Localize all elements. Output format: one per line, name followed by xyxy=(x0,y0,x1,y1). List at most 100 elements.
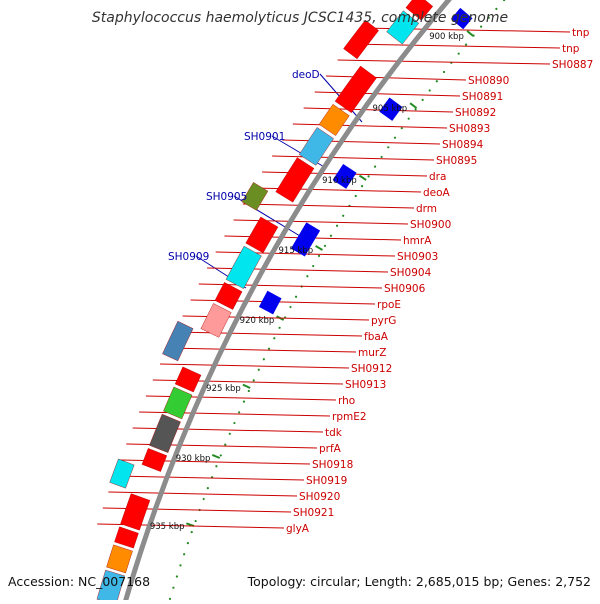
tick-dot xyxy=(487,16,490,19)
tick-dot xyxy=(414,108,417,111)
tick-dot xyxy=(179,564,182,567)
tick-dot xyxy=(400,127,403,130)
forward-gene-label: hmrA xyxy=(403,235,432,247)
tick-dot xyxy=(317,254,321,258)
forward-leader-line xyxy=(314,91,461,97)
forward-gene-label: SH0918 xyxy=(312,459,353,471)
forward-gene-label: SH0893 xyxy=(449,123,490,135)
kbp-tick xyxy=(409,102,418,109)
forward-gene-label: pyrG xyxy=(371,315,396,327)
tick-dot xyxy=(289,305,292,309)
tick-dot xyxy=(428,89,431,92)
gene-arrow-forward xyxy=(106,544,133,574)
tick-dot xyxy=(224,443,227,446)
tick-dot xyxy=(183,553,186,556)
gene-arrow-reverse xyxy=(450,7,473,30)
tick-dot xyxy=(278,326,281,329)
forward-leader-line xyxy=(303,107,454,113)
gene-arrow-forward xyxy=(162,320,194,362)
kbp-label: 935 kbp xyxy=(150,522,185,532)
tick-dot xyxy=(257,368,260,371)
tick-dot xyxy=(495,7,498,10)
tick-dot xyxy=(233,421,236,425)
tick-dot xyxy=(194,519,197,523)
forward-gene-label: dra xyxy=(429,171,446,183)
forward-gene-label: tnp xyxy=(572,27,590,39)
kbp-label: 930 kbp xyxy=(176,454,211,464)
tick-dot xyxy=(329,234,333,237)
tick-dot xyxy=(175,575,178,578)
tick-dot xyxy=(407,117,410,120)
forward-gene-label: deoA xyxy=(423,187,451,199)
tick-dot xyxy=(442,70,446,74)
forward-leader-line xyxy=(159,363,350,369)
tick-dot xyxy=(435,80,438,83)
gene-arrow-forward xyxy=(334,65,377,114)
tick-dot xyxy=(215,465,218,468)
forward-gene-label: rpmE2 xyxy=(332,411,367,423)
forward-gene-label: SH0919 xyxy=(306,475,347,487)
tick-dot xyxy=(421,98,424,101)
forward-gene-label: glyA xyxy=(286,523,310,535)
tick-dot xyxy=(479,25,483,28)
reverse-gene-label: SH0901 xyxy=(244,131,285,143)
tick-dot xyxy=(360,185,364,188)
reverse-gene-label: SH0905 xyxy=(206,191,247,203)
tick-dot xyxy=(228,432,231,435)
gene-arrow-forward xyxy=(109,458,135,489)
forward-leader-line xyxy=(337,59,551,65)
forward-gene-label: drm xyxy=(416,203,437,215)
forward-gene-label: SH0894 xyxy=(442,139,484,151)
gene-arrow-forward xyxy=(343,19,379,60)
tick-dot xyxy=(373,165,377,168)
kbp-label: 900 kbp xyxy=(429,32,464,42)
forward-gene-label: SH0904 xyxy=(390,267,432,279)
gene-arrow-forward xyxy=(245,216,279,254)
gene-arrow-forward xyxy=(141,448,168,472)
kbp-tick xyxy=(358,174,367,181)
forward-gene-label: SH0903 xyxy=(397,251,438,263)
forward-gene-label: rho xyxy=(338,395,355,407)
kbp-label: 910 kbp xyxy=(322,176,357,186)
gene-arrow-reverse xyxy=(379,97,403,121)
forward-leader-line xyxy=(292,123,448,129)
gene-arrow-reverse xyxy=(258,290,282,315)
kbp-label: 915 kbp xyxy=(279,246,314,256)
genome-backbone xyxy=(122,0,452,604)
gene-arrow-forward xyxy=(214,282,243,310)
tick-dot xyxy=(262,358,265,361)
gene-arrow-reverse xyxy=(332,163,357,189)
reverse-gene-label: deoD xyxy=(292,69,320,81)
topology-text: Topology: circular; Length: 2,685,015 bp… xyxy=(247,574,591,589)
forward-leader-line xyxy=(325,75,467,81)
gene-layer xyxy=(96,0,473,604)
backbone-layer xyxy=(122,0,452,604)
gene-arrow-forward xyxy=(174,366,202,393)
forward-gene-label: SH0892 xyxy=(455,107,496,119)
accession-text: Accession: NC_007168 xyxy=(8,574,151,589)
forward-gene-label: SH0921 xyxy=(293,507,334,519)
tick-dot xyxy=(323,244,327,247)
label-text-layer: 900 kbp 905 kbp 910 kbp 915 kbp 920 kbp 925 k… xyxy=(150,27,593,535)
forward-gene-label: prfA xyxy=(319,443,342,455)
tick-dot xyxy=(354,194,357,198)
tick-dot xyxy=(342,214,345,217)
forward-leader-line xyxy=(174,331,363,337)
forward-gene-label: fbaA xyxy=(364,331,389,343)
gene-arrow-forward xyxy=(200,303,232,338)
tick-dot xyxy=(190,530,193,534)
kbp-label: 905 kbp xyxy=(373,104,408,114)
genome-title: Staphylococcus haemolyticus JCSC1435, co… xyxy=(91,10,509,26)
gene-arrow-forward xyxy=(149,413,181,453)
gene-arrow-forward xyxy=(163,386,193,420)
forward-leader-line xyxy=(114,475,305,481)
forward-leader-line xyxy=(108,491,298,497)
tick-dot xyxy=(367,175,370,178)
tick-dot xyxy=(457,52,460,55)
gene-arrow-forward xyxy=(405,0,434,21)
tick-dot xyxy=(252,379,255,382)
tick-dot xyxy=(306,275,309,278)
tick-dot xyxy=(247,389,250,393)
tick-dot xyxy=(393,136,397,139)
